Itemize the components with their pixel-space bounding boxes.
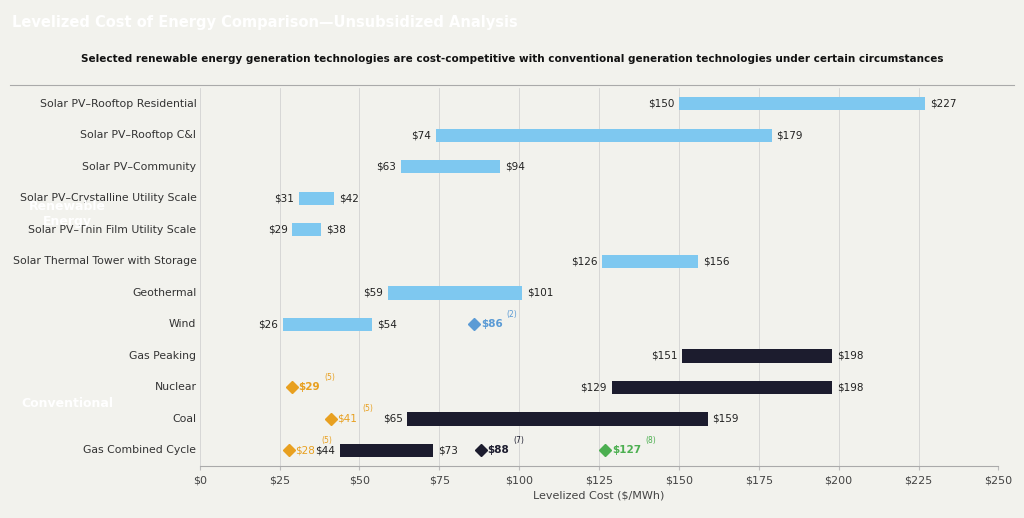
Text: $227: $227	[930, 99, 956, 109]
Text: (2): (2)	[507, 310, 517, 319]
Text: Gas Combined Cycle: Gas Combined Cycle	[84, 445, 197, 455]
Text: $94: $94	[505, 162, 524, 172]
Text: Solar PV–Rooftop C&I: Solar PV–Rooftop C&I	[81, 131, 197, 140]
Text: $74: $74	[412, 131, 431, 140]
Text: $54: $54	[377, 320, 397, 329]
Text: $88: $88	[487, 445, 509, 455]
Text: $26: $26	[258, 320, 278, 329]
Text: $151: $151	[651, 351, 677, 361]
Bar	[340, 444, 433, 457]
Text: $29: $29	[299, 382, 321, 393]
Text: $31: $31	[274, 193, 294, 204]
Text: $127: $127	[611, 445, 641, 455]
Text: $59: $59	[364, 288, 383, 298]
Bar	[679, 97, 925, 110]
X-axis label: Levelized Cost ($/MWh): Levelized Cost ($/MWh)	[534, 491, 665, 501]
Text: $129: $129	[581, 382, 607, 393]
Text: Coal: Coal	[172, 414, 197, 424]
Text: Levelized Cost of Energy Comparison—Unsubsidized Analysis: Levelized Cost of Energy Comparison—Unsu…	[12, 15, 518, 30]
Text: $156: $156	[702, 256, 729, 266]
Text: $159: $159	[713, 414, 739, 424]
Text: $29: $29	[267, 225, 288, 235]
Text: Solar PV–Thin Film Utility Scale: Solar PV–Thin Film Utility Scale	[29, 225, 197, 235]
Text: Geothermal: Geothermal	[132, 288, 197, 298]
Text: $101: $101	[527, 288, 554, 298]
Bar	[292, 223, 322, 237]
Bar	[436, 128, 771, 142]
Text: $198: $198	[837, 351, 863, 361]
Text: (5): (5)	[362, 405, 374, 413]
Text: $86: $86	[481, 320, 503, 329]
Text: $38: $38	[326, 225, 346, 235]
Bar	[283, 318, 372, 331]
Text: Gas Peaking: Gas Peaking	[129, 351, 197, 361]
Bar	[299, 192, 334, 205]
Text: $44: $44	[315, 445, 336, 455]
Bar	[408, 412, 708, 426]
Text: (5): (5)	[322, 436, 332, 445]
Text: $126: $126	[571, 256, 597, 266]
Text: $150: $150	[648, 99, 674, 109]
Text: $28: $28	[296, 445, 315, 455]
Text: Renewable
Energy: Renewable Energy	[29, 200, 105, 228]
Text: Nuclear: Nuclear	[155, 382, 197, 393]
Bar	[611, 381, 833, 394]
Text: Solar PV–Rooftop Residential: Solar PV–Rooftop Residential	[40, 99, 197, 109]
Text: Selected renewable energy generation technologies are cost-competitive with conv: Selected renewable energy generation tec…	[81, 54, 943, 64]
Text: $198: $198	[837, 382, 863, 393]
Text: Solar PV–Community: Solar PV–Community	[83, 162, 197, 172]
Text: $179: $179	[776, 131, 803, 140]
Bar	[602, 255, 698, 268]
Text: $73: $73	[437, 445, 458, 455]
Text: Solar PV–Crystalline Utility Scale: Solar PV–Crystalline Utility Scale	[19, 193, 197, 204]
Text: (8): (8)	[645, 436, 656, 445]
Text: (7): (7)	[513, 436, 524, 445]
Bar	[682, 349, 833, 363]
Bar	[388, 286, 522, 299]
Text: (5): (5)	[325, 373, 335, 382]
Text: $65: $65	[383, 414, 402, 424]
Text: $41: $41	[337, 414, 357, 424]
Text: $63: $63	[376, 162, 396, 172]
Text: $42: $42	[339, 193, 358, 204]
Text: Solar Thermal Tower with Storage: Solar Thermal Tower with Storage	[12, 256, 197, 266]
Text: Wind: Wind	[169, 320, 197, 329]
Text: Conventional: Conventional	[22, 397, 113, 410]
Bar	[401, 160, 500, 174]
